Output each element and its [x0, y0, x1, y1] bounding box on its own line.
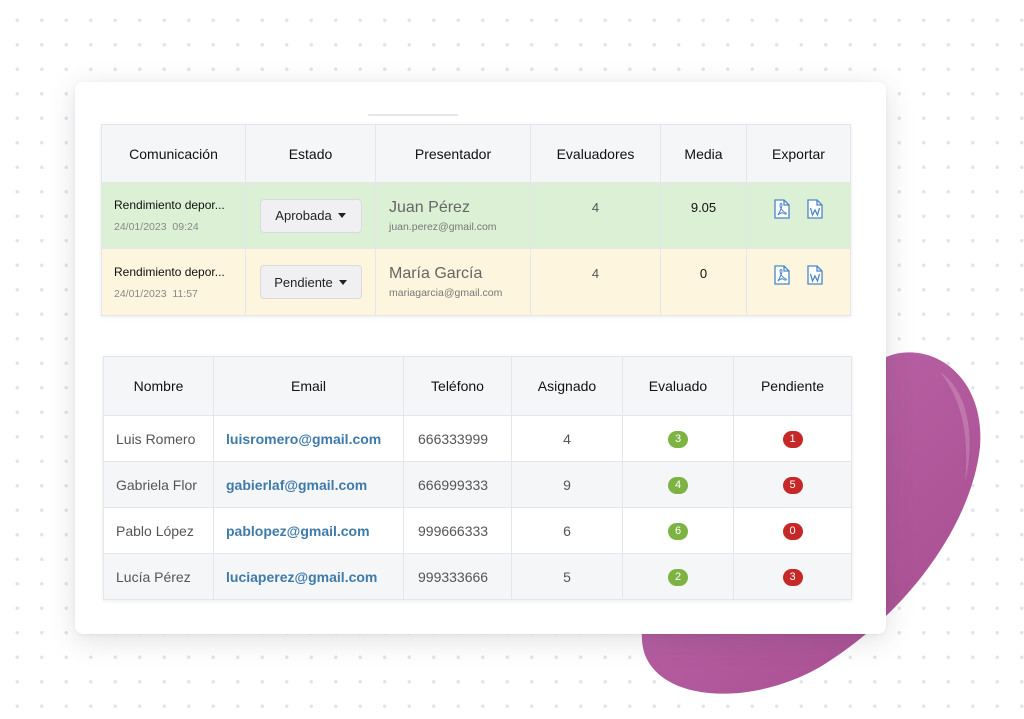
status-dropdown[interactable]: Aprobada — [259, 198, 362, 233]
evaluated-badge: 6 — [668, 523, 688, 540]
status-cell: Aprobada — [245, 182, 376, 249]
status-label: Pendiente — [274, 274, 333, 290]
drag-handle[interactable] — [368, 114, 458, 116]
communication-title[interactable]: Rendimiento depor... — [114, 264, 225, 279]
presenter-cell: María García mariagarcia@gmail.com — [375, 248, 531, 316]
column-header[interactable]: Comunicación — [101, 124, 246, 183]
column-header[interactable]: Media — [660, 124, 747, 183]
presenter-name: María García — [389, 265, 483, 282]
pending-cell: 5 — [733, 461, 852, 508]
status-label: Aprobada — [275, 208, 332, 223]
pdf-icon[interactable] — [774, 265, 790, 285]
presenter-email: juan.perez@gmail.com — [389, 220, 497, 233]
average-score: 9.05 — [660, 182, 747, 249]
pdf-icon[interactable] — [774, 199, 790, 219]
evaluator-phone: 999666333 — [403, 507, 512, 554]
assigned-count: 4 — [511, 415, 623, 462]
export-cell — [746, 248, 851, 316]
evaluated-cell: 6 — [622, 507, 734, 554]
communication-cell: Rendimiento depor... 24/01/2023 11:57 — [101, 248, 246, 316]
evaluator-email-link[interactable]: luisromero@gmail.com — [213, 415, 404, 462]
pending-cell: 1 — [733, 415, 852, 462]
table-row[interactable]: Rendimiento depor... 24/01/2023 09:24 Ap… — [101, 182, 851, 249]
table-row[interactable]: Lucía Pérez luciaperez@gmail.com 9993336… — [103, 553, 852, 600]
evaluator-phone: 666333999 — [403, 415, 512, 462]
table-row[interactable]: Luis Romero luisromero@gmail.com 6663339… — [103, 415, 852, 462]
pending-badge: 5 — [782, 477, 803, 494]
communication-title[interactable]: Rendimiento depor... — [114, 198, 225, 212]
evaluated-badge: 4 — [668, 477, 688, 494]
evaluators-table: Nombre Email Teléfono Asignado Evaluado … — [103, 356, 852, 600]
column-header[interactable]: Exportar — [746, 124, 851, 183]
column-header[interactable]: Evaluadores — [530, 124, 661, 183]
communication-cell: Rendimiento depor... 24/01/2023 09:24 — [101, 182, 246, 249]
status-dropdown[interactable]: Pendiente — [259, 265, 362, 299]
evaluators-count: 4 — [530, 182, 661, 249]
status-cell: Pendiente — [245, 248, 376, 316]
table-row[interactable]: Rendimiento depor... 24/01/2023 11:57 Pe… — [101, 248, 851, 316]
content-card: Comunicación Estado Presentador Evaluado… — [75, 82, 886, 634]
evaluated-cell: 4 — [622, 461, 734, 508]
evaluated-cell: 3 — [622, 415, 734, 462]
assigned-count: 9 — [511, 461, 623, 508]
evaluator-name: Pablo López — [103, 507, 214, 554]
word-icon[interactable] — [807, 265, 823, 285]
pending-cell: 0 — [733, 507, 852, 554]
communications-table: Comunicación Estado Presentador Evaluado… — [101, 124, 851, 316]
evaluator-phone: 666999333 — [403, 461, 512, 508]
table-header-row: Comunicación Estado Presentador Evaluado… — [101, 124, 851, 183]
communication-date: 24/01/2023 11:57 — [114, 287, 198, 300]
column-header[interactable]: Email — [213, 356, 404, 416]
presenter-name: Juan Pérez — [389, 198, 470, 216]
table-row[interactable]: Pablo López pablopez@gmail.com 999666333… — [103, 507, 852, 554]
evaluator-name: Lucía Pérez — [103, 553, 214, 600]
evaluator-email-link[interactable]: luciaperez@gmail.com — [213, 553, 404, 600]
evaluated-cell: 2 — [622, 553, 734, 600]
column-header[interactable]: Nombre — [103, 356, 214, 416]
caret-down-icon — [338, 279, 347, 285]
word-icon[interactable] — [807, 199, 823, 219]
column-header[interactable]: Teléfono — [403, 356, 512, 416]
evaluated-badge: 3 — [668, 431, 688, 448]
pending-badge: 3 — [782, 569, 803, 586]
evaluator-email-link[interactable]: gabierlaf@gmail.com — [213, 461, 404, 508]
average-score: 0 — [660, 248, 747, 316]
caret-down-icon — [337, 213, 346, 218]
evaluated-badge: 2 — [668, 569, 688, 586]
pending-cell: 3 — [733, 553, 852, 600]
evaluator-email-link[interactable]: pablopez@gmail.com — [213, 507, 404, 554]
assigned-count: 6 — [511, 507, 623, 554]
column-header[interactable]: Evaluado — [622, 356, 734, 416]
table-row[interactable]: Gabriela Flor gabierlaf@gmail.com 666999… — [103, 461, 852, 508]
communication-date: 24/01/2023 09:24 — [114, 221, 199, 233]
column-header[interactable]: Estado — [245, 124, 376, 183]
table-header-row: Nombre Email Teléfono Asignado Evaluado … — [103, 356, 852, 416]
presenter-cell: Juan Pérez juan.perez@gmail.com — [375, 182, 531, 249]
evaluator-name: Gabriela Flor — [103, 461, 214, 508]
assigned-count: 5 — [511, 553, 623, 600]
column-header[interactable]: Pendiente — [733, 356, 852, 416]
export-cell — [746, 182, 851, 249]
evaluator-name: Luis Romero — [103, 415, 214, 462]
column-header[interactable]: Asignado — [511, 356, 623, 416]
pending-badge: 0 — [782, 523, 803, 540]
evaluator-phone: 999333666 — [403, 553, 512, 600]
pending-badge: 1 — [782, 431, 803, 448]
presenter-email: mariagarcia@gmail.com — [389, 287, 503, 299]
column-header[interactable]: Presentador — [375, 124, 531, 183]
evaluators-count: 4 — [530, 248, 661, 316]
